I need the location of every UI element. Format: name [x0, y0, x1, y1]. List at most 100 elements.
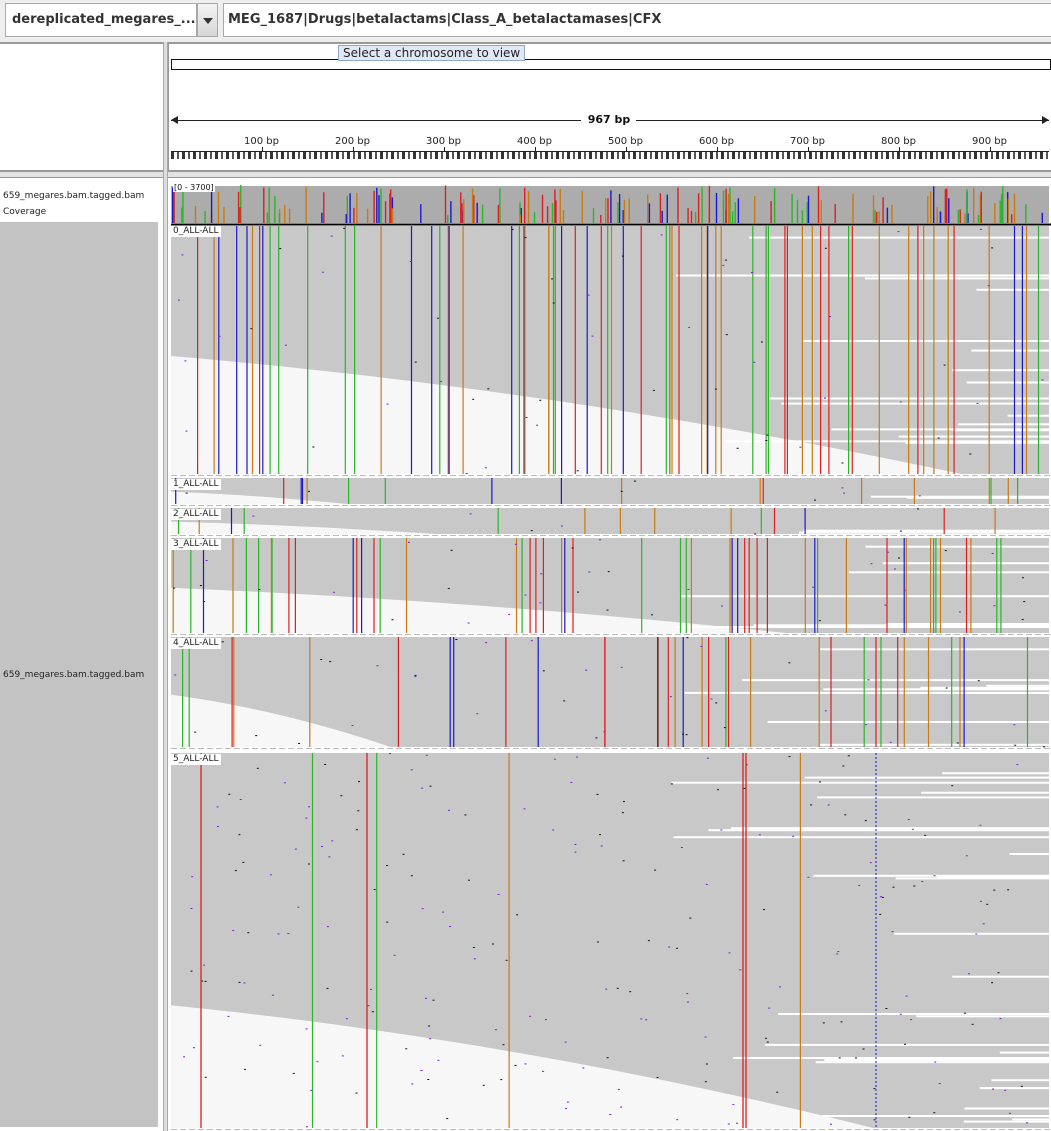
coverage-mismatch-bar — [204, 210, 206, 223]
ruler-tick-label: 900 bp — [972, 136, 1007, 147]
coverage-mismatch-bar — [933, 186, 935, 223]
read-mark — [310, 1089, 313, 1091]
coverage-mismatch-bar — [1025, 204, 1027, 223]
read-mark — [367, 1005, 370, 1007]
coverage-mismatch-bar — [791, 194, 793, 223]
read-mark — [421, 787, 424, 789]
read-mark — [810, 804, 813, 806]
read-mark — [776, 1091, 779, 1093]
read-mark — [976, 402, 979, 404]
coverage-mismatch-bar — [872, 195, 875, 223]
read-gap — [778, 1013, 1051, 1015]
coverage-mismatch-bar — [378, 195, 380, 223]
read-gap — [920, 686, 1051, 689]
read-mark — [724, 259, 727, 261]
read-mark — [575, 756, 578, 758]
genome-dropdown-button[interactable] — [197, 3, 218, 37]
coverage-mismatch-bar — [173, 189, 175, 223]
read-mark — [1043, 746, 1045, 748]
locus-field[interactable]: MEG_1687|Drugs|betalactams|Class_A_betal… — [223, 3, 1051, 37]
read-mark — [524, 594, 527, 596]
read-mark — [897, 231, 900, 233]
read-gap — [817, 796, 1051, 799]
ruler[interactable]: 967 bp 100 bp 200 bp 300 bp 400 bp 500 b… — [171, 110, 1051, 170]
coverage-track-name[interactable]: 659_megares.bam.tagged.bam Coverage — [0, 178, 163, 222]
coverage-mismatch-bar — [481, 204, 484, 223]
genome-dropdown[interactable]: dereplicated_megares_... — [5, 3, 197, 37]
read-mark — [203, 601, 205, 603]
coverage-mismatch-bar — [555, 200, 557, 223]
chevron-down-icon — [203, 18, 213, 24]
read-mark — [428, 1025, 431, 1027]
read-mark — [588, 571, 591, 573]
read-mark — [540, 573, 543, 575]
ruler-tick-label: 400 bp — [517, 136, 552, 147]
read-mark — [331, 840, 334, 842]
coverage-mismatch-bar — [581, 190, 583, 223]
read-mark — [768, 1007, 771, 1009]
read-gap — [767, 721, 1051, 723]
read-mark — [904, 1043, 906, 1045]
coverage-mismatch-bar — [389, 193, 391, 223]
read-mark — [576, 470, 579, 472]
read-gap — [781, 402, 1051, 405]
read-mark — [736, 447, 739, 449]
name-panel-divider[interactable] — [163, 42, 168, 1131]
coverage-mismatch-bar — [519, 202, 521, 223]
read-mark — [386, 921, 389, 923]
read-mark — [840, 1021, 843, 1023]
read-mark — [410, 875, 413, 877]
read-mark — [256, 767, 259, 769]
read-gap — [999, 1051, 1051, 1054]
read-mark — [255, 735, 258, 737]
read-mark — [524, 237, 527, 239]
read-mark — [595, 737, 598, 739]
read-mark — [898, 557, 900, 559]
read-mark — [472, 947, 475, 948]
coverage-mismatch-bar — [1000, 194, 1003, 223]
chromosome-ideogram[interactable] — [171, 59, 1051, 70]
read-mark — [482, 1084, 485, 1086]
coverage-mismatch-bar — [305, 187, 307, 223]
coverage-mismatch-bar — [263, 187, 265, 223]
read-mark — [485, 642, 488, 644]
coverage-mismatch-bar — [796, 200, 799, 223]
alignment-canvas[interactable] — [168, 178, 1051, 1131]
coverage-mismatch-bar — [497, 204, 500, 223]
coverage-mismatch-bar — [346, 195, 348, 223]
read-mark — [977, 680, 980, 682]
read-mark — [243, 982, 246, 984]
coverage-mismatch-bar — [734, 202, 736, 223]
read-mark — [204, 980, 207, 982]
read-mark — [432, 999, 435, 1001]
read-mark — [234, 870, 237, 872]
read-mark — [812, 586, 815, 588]
read-mark — [629, 991, 632, 993]
read-mark — [560, 525, 563, 527]
empty-region — [171, 694, 391, 747]
read-mark — [934, 1061, 937, 1063]
read-mark — [371, 1011, 374, 1013]
read-mark — [606, 609, 609, 611]
read-mark — [587, 294, 590, 296]
panel-divider[interactable] — [0, 172, 1051, 178]
read-gap — [823, 688, 1051, 691]
read-mark — [993, 605, 996, 607]
read-gap — [905, 441, 1051, 444]
data-panel[interactable]: [0 - 3700] 0_ALL-ALL 1_ALL-ALL 2_ALL-ALL… — [168, 178, 1051, 1131]
read-gap — [870, 495, 1051, 498]
read-mark — [574, 851, 577, 853]
read-mark — [758, 834, 761, 836]
read-mark — [676, 947, 678, 949]
read-mark — [640, 1018, 643, 1020]
read-mark — [530, 530, 533, 532]
coverage-mismatch-bar — [559, 188, 561, 223]
alignment-track-name[interactable]: 659_megares.bam.tagged.bam — [0, 222, 158, 1127]
coverage-mismatch-bar — [476, 202, 478, 223]
read-mark — [284, 344, 287, 346]
read-mark — [440, 380, 443, 382]
read-mark — [184, 360, 187, 362]
read-mark — [621, 255, 624, 257]
sequence-track — [171, 152, 1049, 159]
read-mark — [736, 1122, 739, 1124]
